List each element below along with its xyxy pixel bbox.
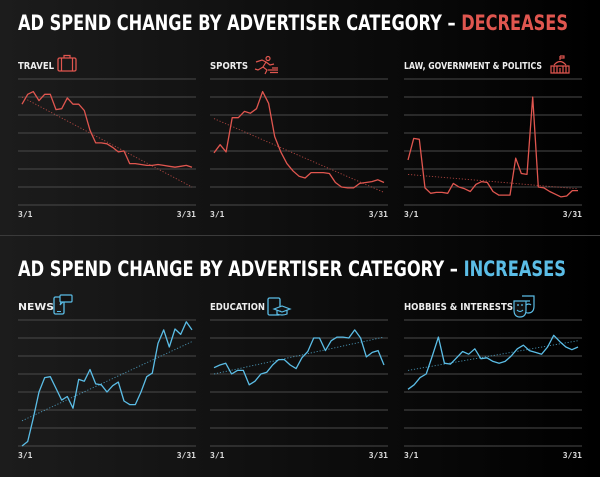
chart-travel: TRAVEL 3/1 3/31 <box>18 54 196 219</box>
trend-line <box>21 96 193 188</box>
trend-line <box>407 173 579 190</box>
series-line <box>407 334 579 390</box>
x-tick-label: 3/31 <box>563 451 582 460</box>
decreases-accent: DECREASES <box>461 11 568 35</box>
chart-title: HOBBIES & INTERESTS <box>404 302 513 313</box>
chart-law-government-politics: LAW, GOVERNMENT & POLITICS 3/1 3/31 <box>404 55 582 219</box>
chart-title: EDUCATION <box>210 302 265 313</box>
x-tick-label: 3/31 <box>177 451 196 460</box>
series-line <box>21 321 193 447</box>
series-line <box>213 329 385 386</box>
trend-line <box>21 341 193 422</box>
decreases-panel <box>0 0 600 235</box>
x-tick-label: 3/31 <box>563 210 582 219</box>
chart-title: SPORTS <box>210 61 248 72</box>
capitol-icon <box>550 55 570 74</box>
x-tick-label: 3/1 <box>404 210 419 219</box>
x-tick-label: 3/31 <box>369 451 388 460</box>
chart-title: LAW, GOVERNMENT & POLITICS <box>404 61 542 72</box>
increases-accent: INCREASES <box>464 257 566 281</box>
trend-line <box>213 118 385 193</box>
graduation-tablet-icon <box>267 297 292 316</box>
chart-title: NEWS <box>18 302 54 313</box>
series-line <box>213 90 385 189</box>
x-tick-label: 3/31 <box>177 210 196 219</box>
x-tick-label: 3/1 <box>18 210 33 219</box>
x-tick-label: 3/31 <box>369 210 388 219</box>
chart-education: EDUCATION 3/1 3/31 <box>210 297 388 460</box>
increases-title: AD SPEND CHANGE BY ADVERTISER CATEGORY –… <box>18 257 566 281</box>
chart-sports: SPORTS 3/1 3/31 <box>210 55 388 219</box>
decreases-title: AD SPEND CHANGE BY ADVERTISER CATEGORY –… <box>18 11 568 35</box>
runner-icon <box>254 55 278 75</box>
x-tick-label: 3/1 <box>210 451 225 460</box>
trend-line <box>213 336 385 375</box>
suitcase-icon <box>57 54 77 72</box>
series-line <box>407 96 578 198</box>
chart-title: TRAVEL <box>18 61 54 72</box>
theater-masks-icon <box>513 295 535 318</box>
x-tick-label: 3/1 <box>18 451 33 460</box>
news-phone-icon <box>53 294 73 315</box>
chart-hobbies-interests: HOBBIES & INTERESTS 3/1 3/31 <box>404 295 582 460</box>
x-tick-label: 3/1 <box>404 451 419 460</box>
x-tick-label: 3/1 <box>210 210 225 219</box>
series-line <box>21 90 193 168</box>
chart-news: NEWS 3/1 3/31 <box>18 294 196 460</box>
